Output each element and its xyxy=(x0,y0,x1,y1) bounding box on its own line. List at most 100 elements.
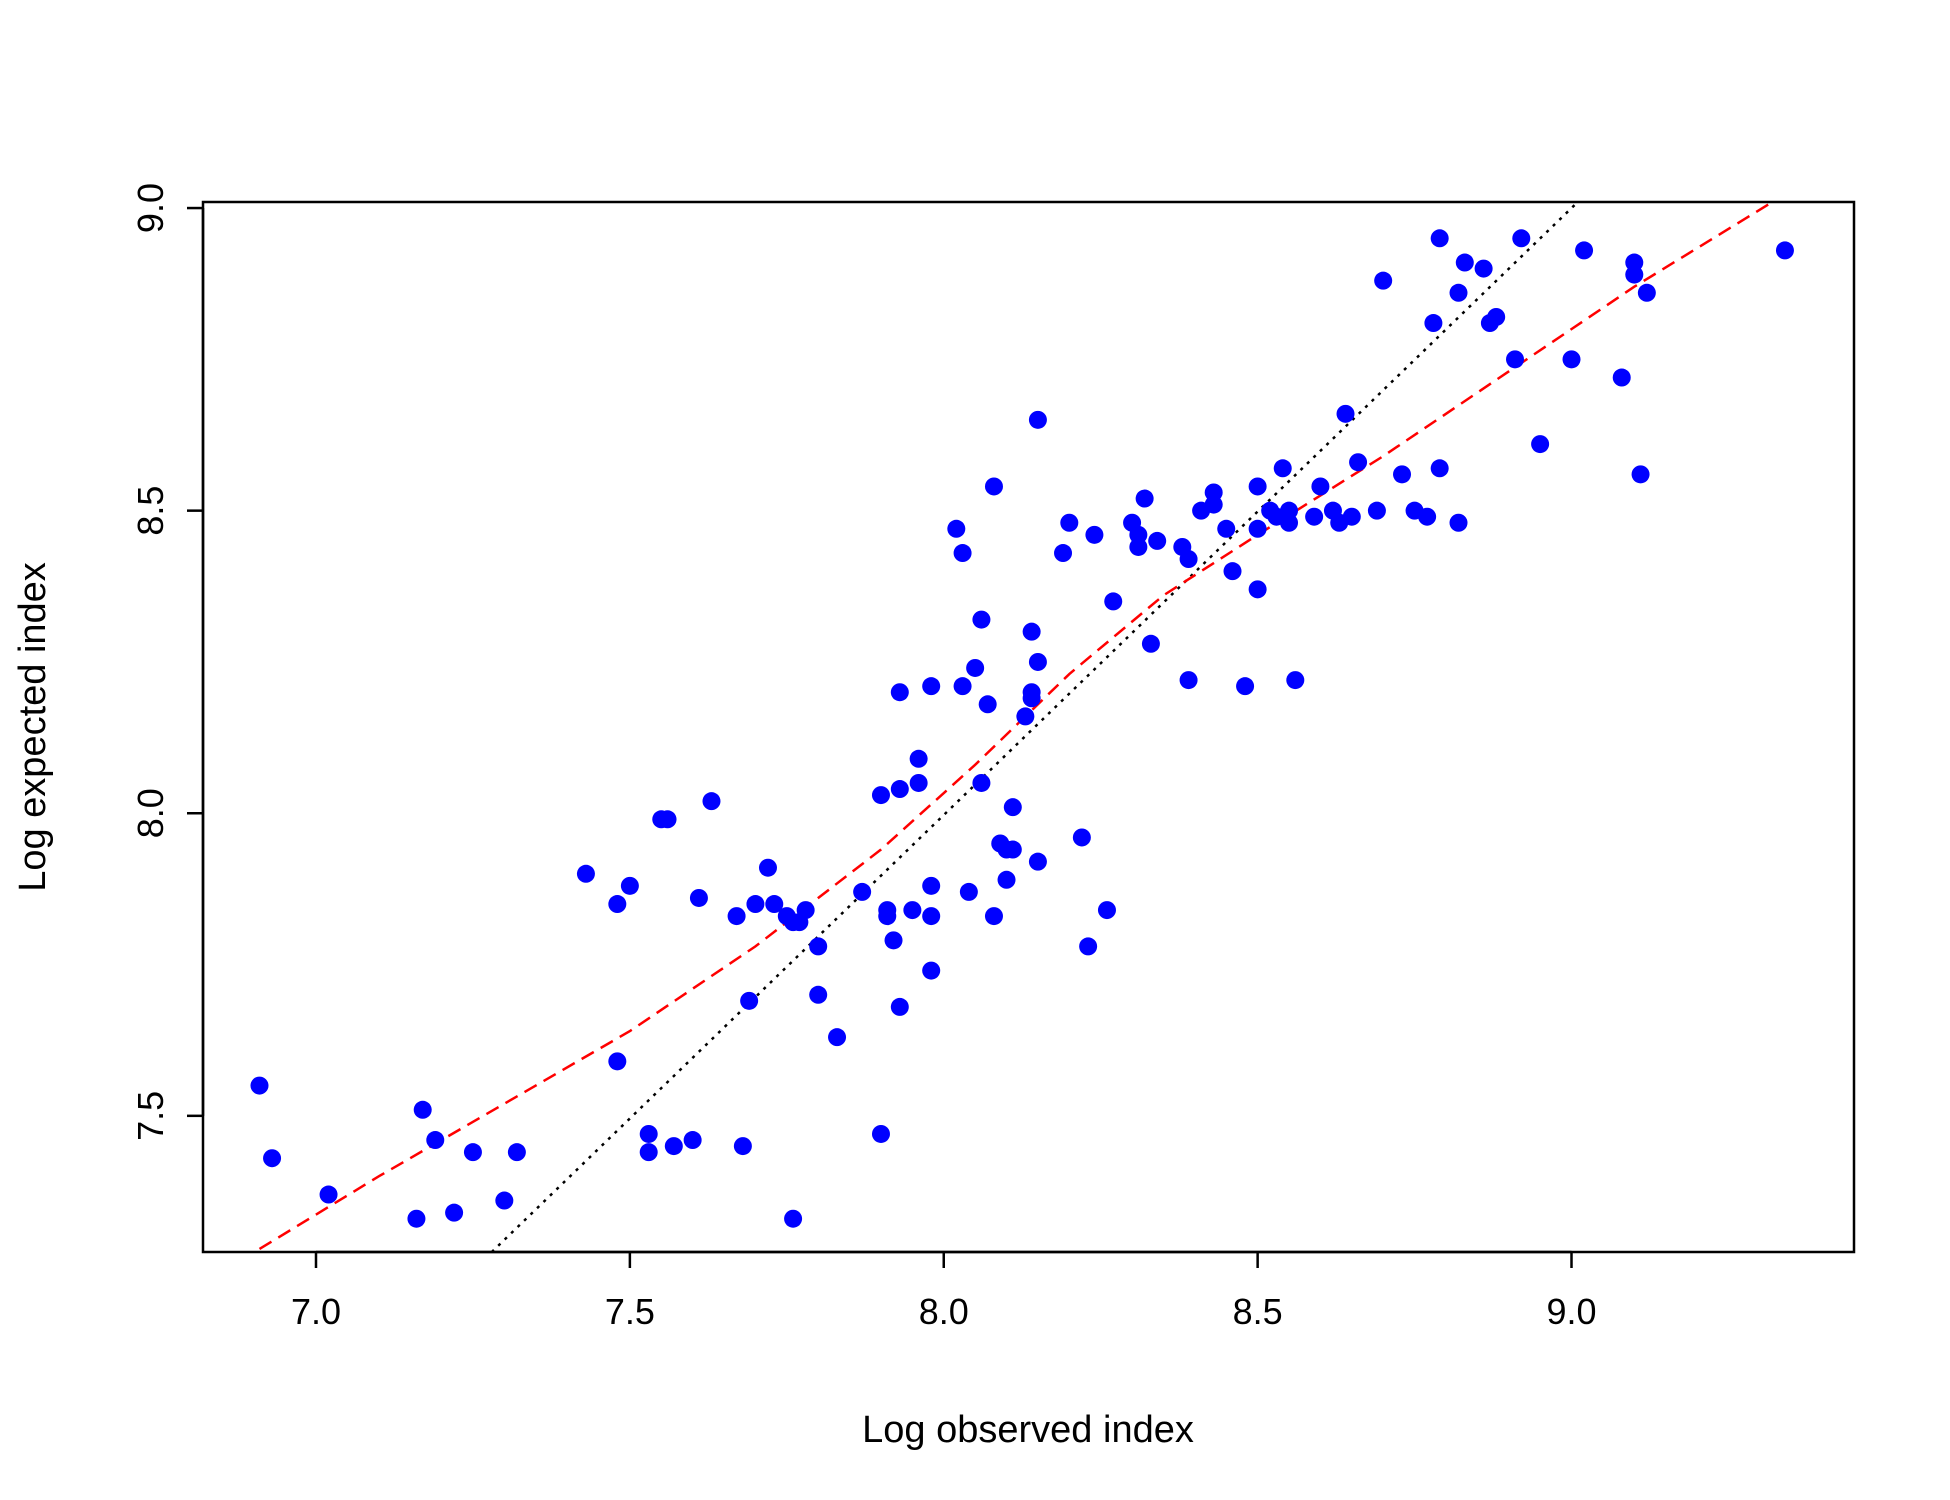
x-tick-label: 9.0 xyxy=(1546,1291,1596,1332)
data-point xyxy=(1028,652,1047,671)
data-point xyxy=(1487,307,1506,326)
data-point xyxy=(1286,671,1305,690)
data-point xyxy=(1079,937,1098,956)
data-point xyxy=(953,677,972,696)
data-point xyxy=(445,1203,464,1222)
data-point xyxy=(1085,525,1104,544)
data-point xyxy=(1424,314,1443,333)
data-point xyxy=(1248,477,1267,496)
data-point xyxy=(639,1124,658,1143)
data-point xyxy=(1223,562,1242,581)
points-layer xyxy=(250,229,1794,1228)
data-point xyxy=(576,864,595,883)
y-tick-label: 7.5 xyxy=(130,1091,171,1141)
data-point xyxy=(1311,477,1330,496)
data-point xyxy=(1430,229,1449,248)
data-point xyxy=(1562,350,1581,369)
data-point xyxy=(1217,519,1236,538)
smooth-line xyxy=(258,200,1774,1251)
data-point xyxy=(953,544,972,563)
data-point xyxy=(890,780,909,799)
x-tick-label: 7.5 xyxy=(605,1291,655,1332)
data-point xyxy=(1248,580,1267,599)
data-point xyxy=(871,1124,890,1143)
data-point xyxy=(909,749,928,768)
data-point xyxy=(1531,435,1550,454)
data-point xyxy=(1374,271,1393,290)
data-point xyxy=(765,895,784,914)
y-tick-label: 8.5 xyxy=(130,486,171,536)
data-point xyxy=(1072,828,1091,847)
data-point xyxy=(495,1191,514,1210)
data-point xyxy=(1179,550,1198,569)
data-point xyxy=(1418,507,1437,526)
data-point xyxy=(1449,513,1468,532)
data-point xyxy=(746,895,765,914)
data-point xyxy=(890,683,909,702)
data-point xyxy=(1512,229,1531,248)
data-point xyxy=(1104,592,1123,611)
data-point xyxy=(1028,852,1047,871)
data-point xyxy=(1148,531,1167,550)
data-point xyxy=(733,1137,752,1156)
plot-frame xyxy=(201,200,1856,1254)
data-point xyxy=(702,792,721,811)
data-point xyxy=(972,610,991,629)
data-point xyxy=(1022,683,1041,702)
data-point xyxy=(1280,501,1299,520)
data-point xyxy=(972,773,991,792)
data-point xyxy=(608,1052,627,1071)
data-point xyxy=(1141,634,1160,653)
x-tick-label: 8.0 xyxy=(919,1291,969,1332)
data-point xyxy=(1028,410,1047,429)
data-point xyxy=(1612,368,1631,387)
data-point xyxy=(947,519,966,538)
smooth-line-layer xyxy=(258,200,1774,1251)
data-point xyxy=(966,658,985,677)
data-point xyxy=(809,937,828,956)
data-point xyxy=(664,1137,683,1156)
data-point xyxy=(784,1209,803,1228)
data-point xyxy=(1637,283,1656,302)
data-point xyxy=(727,907,746,926)
data-point xyxy=(689,888,708,907)
data-point xyxy=(1342,507,1361,526)
data-point xyxy=(922,907,941,926)
data-point xyxy=(1003,840,1022,859)
y-tick-label: 8.0 xyxy=(130,788,171,838)
data-point xyxy=(1236,677,1255,696)
data-point xyxy=(426,1131,445,1150)
data-point xyxy=(407,1209,426,1228)
data-point xyxy=(890,997,909,1016)
data-point xyxy=(959,882,978,901)
data-point xyxy=(909,773,928,792)
data-point xyxy=(878,907,897,926)
data-point xyxy=(1506,350,1525,369)
data-point xyxy=(1022,622,1041,641)
data-point xyxy=(413,1100,432,1119)
data-point xyxy=(1430,459,1449,478)
data-point xyxy=(507,1143,526,1162)
data-point xyxy=(1054,544,1073,563)
data-point xyxy=(319,1185,338,1204)
y-tick-label: 9.0 xyxy=(130,183,171,233)
data-point xyxy=(263,1149,282,1168)
x-axis: 7.0 7.5 8.0 8.5 9.0 xyxy=(291,1250,1597,1332)
data-point xyxy=(978,695,997,714)
data-point xyxy=(463,1143,482,1162)
data-point xyxy=(620,876,639,895)
data-point xyxy=(1204,483,1223,502)
data-point xyxy=(1474,259,1493,278)
data-point xyxy=(884,931,903,950)
data-point xyxy=(853,882,872,901)
data-point xyxy=(740,991,759,1010)
y-axis-label: Log expected index xyxy=(12,562,54,892)
data-point xyxy=(683,1131,702,1150)
data-point xyxy=(658,810,677,829)
data-point xyxy=(922,961,941,980)
y-axis: 7.5 8.0 8.5 9.0 xyxy=(130,183,205,1141)
data-point xyxy=(1625,265,1644,284)
data-point xyxy=(1349,453,1368,472)
data-point xyxy=(1775,241,1794,260)
data-point xyxy=(1016,707,1035,726)
